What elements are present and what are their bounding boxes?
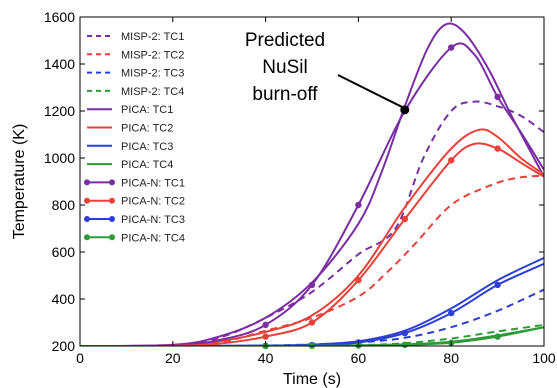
legend-label: PICA: TC1: [121, 104, 173, 116]
legend-marker: [109, 234, 115, 241]
data-point-pica-n-tc2: [448, 157, 455, 164]
legend-label: PICA-N: TC2: [121, 196, 185, 208]
legend-marker: [84, 234, 90, 241]
legend-label: PICA: TC3: [121, 141, 173, 153]
data-point-pica-n-tc1: [308, 281, 316, 289]
x-axis-label: Time (s): [283, 371, 341, 388]
x-tick-label: 60: [351, 350, 367, 366]
data-point-pica-n-tc3: [448, 309, 455, 317]
x-tick-label: 40: [258, 350, 274, 366]
legend-label: PICA-N: TC4: [121, 232, 185, 244]
legend-marker: [109, 216, 115, 222]
y-tick-label: 1400: [44, 56, 75, 72]
y-tick-label: 200: [52, 338, 76, 354]
legend-label: PICA-N: TC3: [121, 214, 185, 226]
y-tick-label: 1200: [44, 103, 75, 119]
y-tick-label: 800: [52, 197, 76, 213]
annotation-text: burn-off: [252, 84, 318, 105]
data-point-pica-n-tc3: [401, 329, 408, 337]
series-line-pica-n-tc3: [80, 262, 544, 346]
legend-label: PICA: TC2: [121, 123, 173, 135]
annotation-arrow: [337, 74, 403, 108]
legend-marker: [109, 179, 115, 186]
x-tick-label: 100: [532, 350, 556, 366]
series-line-pica-tc1: [80, 22, 544, 346]
legend-label: MISP-2: TC3: [121, 68, 184, 80]
data-point-pica-n-tc1: [355, 201, 362, 209]
legend-marker: [84, 216, 90, 222]
legend: MISP-2: TC1 MISP-2: TC2 MISP-2: TC3 MISP-2:…: [84, 31, 185, 244]
annotation-text: Predicted: [245, 30, 325, 51]
legend-label: MISP-2: TC4: [121, 86, 184, 98]
data-point-pica-n-tc1: [494, 93, 501, 101]
y-axis-label: Temperature (K): [11, 124, 28, 240]
annotation-point: [400, 105, 410, 115]
data-point-pica-n-tc4: [494, 333, 501, 340]
legend-label: PICA: TC4: [121, 159, 173, 171]
series-line-misp-2-tc1: [80, 100, 544, 346]
legend-marker: [84, 179, 90, 186]
y-tick-label: 400: [52, 291, 76, 307]
y-tick-label: 1600: [44, 9, 75, 25]
x-tick-label: 0: [76, 350, 84, 366]
axis-ticks: 0 20 40 60 80 100 200 400 600 800 1000 1200 1400 1600: [44, 9, 556, 366]
plot-area-frame: [79, 16, 545, 347]
data-point-pica-n-tc2: [494, 145, 501, 152]
legend-marker: [84, 197, 90, 204]
legend-label: PICA-N: TC1: [121, 177, 185, 189]
legend-label: MISP-2: TC1: [121, 31, 184, 43]
y-tick-label: 600: [52, 244, 76, 260]
legend-label: MISP-2: TC2: [121, 49, 184, 61]
data-point-pica-n-tc1: [262, 321, 269, 329]
legend-marker: [109, 197, 115, 204]
plot-markers: [262, 44, 501, 350]
data-point-pica-n-tc2: [355, 277, 362, 284]
data-point-pica-n-tc2: [262, 333, 269, 340]
series-line-pica-tc3: [80, 256, 544, 346]
data-point-pica-n-tc4: [401, 341, 408, 349]
data-point-pica-n-tc2: [308, 319, 316, 326]
data-point-pica-n-tc2: [401, 215, 408, 223]
series-line-misp-2-tc2: [80, 174, 544, 346]
annotation-text: NuSil: [262, 57, 307, 78]
x-tick-label: 20: [165, 350, 181, 366]
data-point-pica-n-tc1: [448, 44, 455, 51]
data-point-pica-n-tc3: [494, 281, 501, 289]
x-tick-label: 80: [443, 350, 459, 366]
annotation: Predicted NuSil burn-off: [245, 30, 410, 115]
y-tick-label: 1000: [44, 150, 75, 166]
